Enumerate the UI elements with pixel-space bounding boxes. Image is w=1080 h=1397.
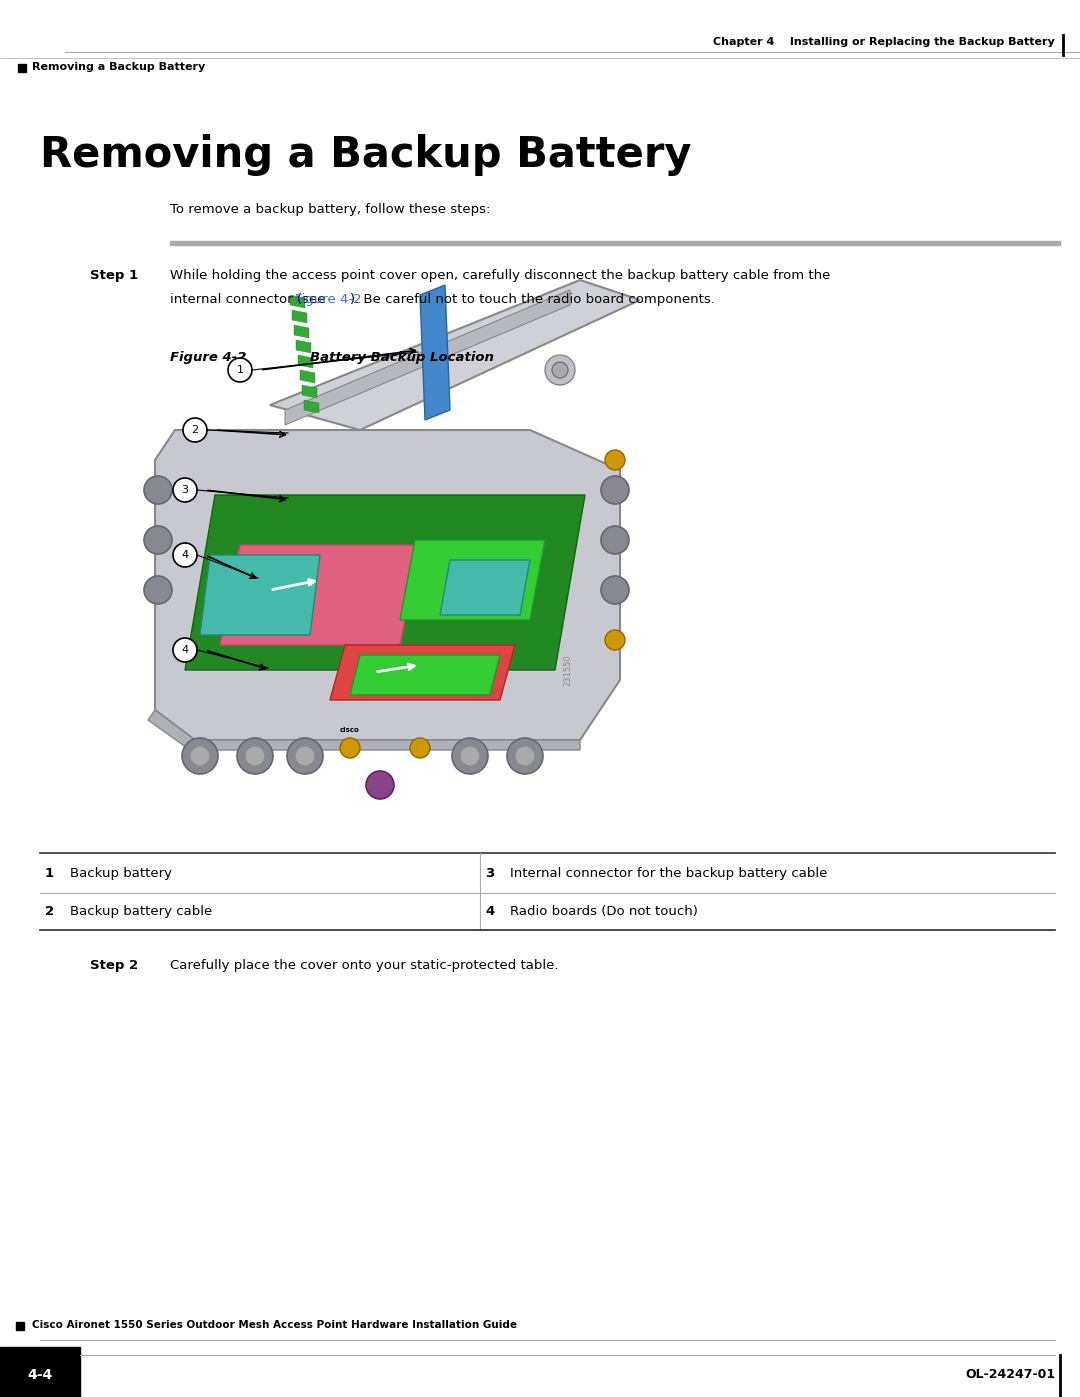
Text: 2: 2 [191,425,199,434]
Text: internal connector (see: internal connector (see [170,293,329,306]
Circle shape [366,771,394,799]
Circle shape [144,576,172,604]
Text: Step 2: Step 2 [90,958,138,971]
Circle shape [287,738,323,774]
Circle shape [295,746,315,766]
Text: ). Be careful not to touch the radio board components.: ). Be careful not to touch the radio boa… [350,293,715,306]
Polygon shape [292,310,307,323]
Text: Backup battery: Backup battery [70,868,172,880]
Text: OL-24247-01: OL-24247-01 [964,1369,1055,1382]
Text: Internal connector for the backup battery cable: Internal connector for the backup batter… [510,868,827,880]
Text: 4: 4 [485,905,495,918]
Text: 1: 1 [237,365,243,374]
Polygon shape [185,495,585,671]
Text: Figure 4-2: Figure 4-2 [170,352,246,365]
Text: 3: 3 [485,868,495,880]
Polygon shape [420,285,450,420]
Circle shape [453,738,488,774]
Text: Removing a Backup Battery: Removing a Backup Battery [32,61,205,73]
Bar [170,242,1059,244]
Circle shape [545,355,575,386]
Circle shape [173,543,197,567]
Bar [0,1347,80,1397]
Text: Chapter 4    Installing or Replacing the Backup Battery: Chapter 4 Installing or Replacing the Ba… [713,36,1055,47]
Circle shape [173,638,197,662]
Text: Backup battery cable: Backup battery cable [70,905,213,918]
Polygon shape [270,279,640,430]
Polygon shape [298,355,313,367]
Circle shape [600,527,629,555]
Circle shape [183,418,207,441]
Polygon shape [302,386,318,398]
Polygon shape [294,326,309,338]
Circle shape [228,358,252,381]
Text: Step 1: Step 1 [90,268,138,282]
Circle shape [245,746,265,766]
Circle shape [515,746,535,766]
Circle shape [190,746,210,766]
Circle shape [144,476,172,504]
Circle shape [460,746,480,766]
Circle shape [340,738,360,759]
Text: 3: 3 [181,485,189,495]
Text: Radio boards (Do not touch): Radio boards (Do not touch) [510,905,698,918]
Bar [16,1322,24,1330]
Circle shape [237,738,273,774]
Polygon shape [350,655,500,694]
Text: 1: 1 [45,868,54,880]
Text: To remove a backup battery, follow these steps:: To remove a backup battery, follow these… [170,204,490,217]
Polygon shape [291,295,305,307]
Text: 231550: 231550 [564,654,572,686]
Polygon shape [440,560,530,615]
Polygon shape [296,339,311,353]
Text: Figure 4-2: Figure 4-2 [295,293,362,306]
Polygon shape [303,400,319,414]
Circle shape [600,476,629,504]
Polygon shape [300,370,315,383]
Text: Battery Backup Location: Battery Backup Location [310,352,494,365]
Text: 4: 4 [181,645,189,655]
Text: Removing a Backup Battery: Removing a Backup Battery [40,134,691,176]
Polygon shape [148,710,580,750]
Circle shape [183,738,218,774]
Polygon shape [220,545,420,645]
Circle shape [507,738,543,774]
Text: 4-4: 4-4 [27,1368,53,1382]
Polygon shape [285,291,570,425]
Text: Cisco Aironet 1550 Series Outdoor Mesh Access Point Hardware Installation Guide: Cisco Aironet 1550 Series Outdoor Mesh A… [32,1320,517,1330]
Polygon shape [400,541,545,620]
Bar [18,64,26,73]
Text: 4: 4 [181,550,189,560]
Circle shape [605,630,625,650]
Text: While holding the access point cover open, carefully disconnect the backup batte: While holding the access point cover ope… [170,268,831,282]
Text: cisco: cisco [340,726,360,733]
Polygon shape [200,555,320,636]
Text: Carefully place the cover onto your static-protected table.: Carefully place the cover onto your stat… [170,958,558,971]
Polygon shape [156,430,620,740]
Circle shape [144,527,172,555]
Circle shape [552,362,568,379]
Circle shape [173,478,197,502]
Circle shape [600,576,629,604]
Polygon shape [330,645,515,700]
Circle shape [605,450,625,469]
Circle shape [410,738,430,759]
Text: 2: 2 [45,905,54,918]
